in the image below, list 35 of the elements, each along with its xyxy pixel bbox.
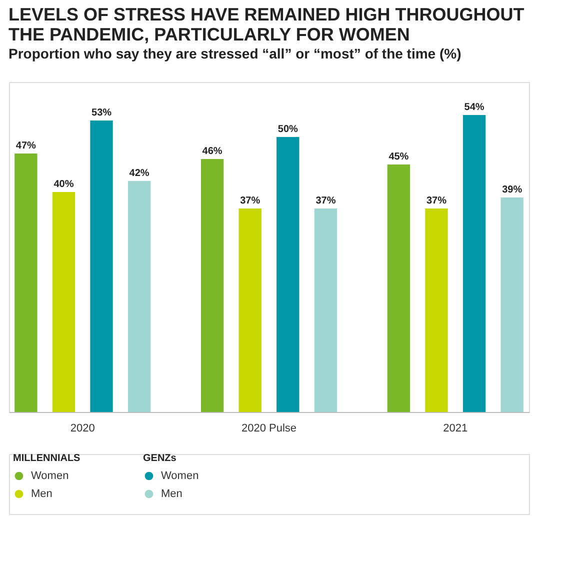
x-tick-label: 2021 [443,422,468,434]
data-label: 45% [388,152,409,162]
x-tick-label: 2020 [70,422,95,434]
data-label: 39% [502,184,522,196]
legend-label: Men [161,488,182,500]
chart-title: LEVELS OF STRESS HAVE REMAINED HIGH THROUGHOUT THE PANDEMIC, PARTICULARLY FOR WOMEN [8,4,524,44]
data-label: 37% [240,196,260,206]
data-label: 37% [316,196,336,206]
bar [314,208,338,412]
bar [200,159,224,412]
bar [462,115,486,412]
data-label: 46% [202,146,222,157]
data-label: 54% [464,102,484,113]
chart-subtitle: Proportion who say they are stressed “all” or “most” of the time (%) [8,46,462,62]
legend-label: Women [31,470,69,482]
data-label: 47% [16,140,36,152]
data-label: 42% [129,168,150,179]
bar [425,208,448,412]
text: MILLENNIALS [13,453,81,464]
text: GENZs [143,453,177,464]
bar [238,208,262,412]
legend-label: Women [161,470,199,482]
bar [90,120,113,412]
bar [14,154,38,412]
bar [500,198,524,412]
data-label: 40% [54,179,74,190]
bar [52,192,76,412]
data-label: 53% [92,108,112,118]
bar [276,137,300,412]
x-tick-label: 2020 Pulse [241,422,297,434]
data-label: 50% [278,124,298,135]
bar [387,164,410,412]
bar [128,181,151,412]
data-label: 37% [426,196,447,206]
legend-label: Men [31,488,52,500]
